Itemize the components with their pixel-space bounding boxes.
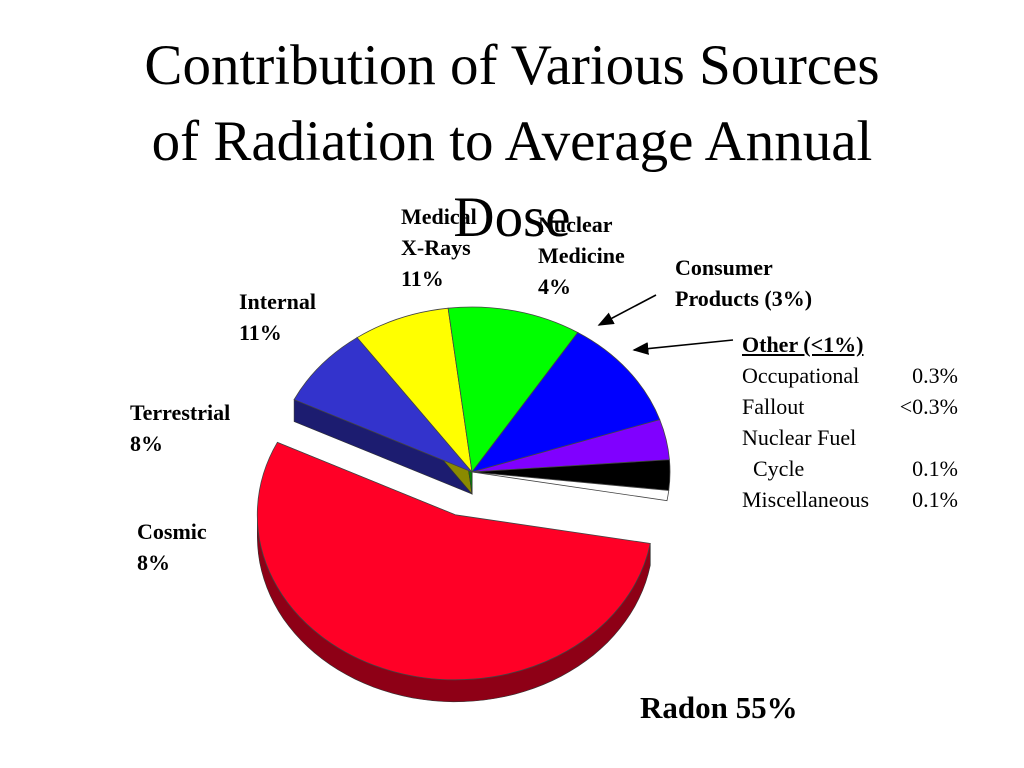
other-breakdown: Other (<1%) Occupational 0.3% Fallout <0.3… (742, 329, 958, 515)
slice-label-internal: Internal 11% (239, 289, 316, 345)
other-item: Occupational 0.3% (742, 360, 958, 391)
other-item-name: Occupational (742, 363, 860, 388)
pie-slice-terrestrial (356, 307, 473, 474)
pie-slice-cosmic (293, 337, 473, 473)
other-item-name: Cycle (742, 456, 805, 481)
slice-label-radon: Radon 55% (640, 690, 798, 725)
other-item: Miscellaneous 0.1% (742, 484, 958, 515)
other-heading: Other (<1%) (742, 332, 864, 357)
pie-slice-internal (447, 306, 579, 474)
other-item: Fallout <0.3% (742, 391, 958, 422)
pie-slice-medical-x-rays (470, 331, 661, 473)
consumer-products-arrow (597, 294, 657, 326)
slice-label-consumer-products: Consumer Products (3%) (675, 255, 813, 311)
other-item-name: Fallout (742, 394, 805, 419)
slice-label-terrestrial: Terrestrial 8% (130, 400, 231, 456)
other-item-value: <0.3% (899, 394, 958, 419)
slice-label-nuclear-medicine: Nuclear Medicine 4% (538, 212, 625, 299)
pie-slice-radon (256, 441, 651, 681)
other-arrow (632, 339, 734, 355)
slice-label-medical-xrays: Medical X-Rays 11% (401, 204, 477, 291)
other-item: Cycle 0.1% (742, 453, 958, 484)
other-item-value: 0.3% (912, 363, 958, 388)
pie-slice-other (471, 471, 670, 502)
other-item: Nuclear Fuel (742, 422, 958, 453)
chart-title: Contribution of Various Sources of Radia… (144, 34, 880, 249)
other-item-name: Nuclear Fuel (742, 425, 857, 450)
other-item-name: Miscellaneous (742, 487, 870, 512)
other-item-value: 0.1% (912, 456, 958, 481)
other-item-value: 0.1% (912, 487, 958, 512)
slice-label-cosmic: Cosmic 8% (137, 519, 207, 575)
